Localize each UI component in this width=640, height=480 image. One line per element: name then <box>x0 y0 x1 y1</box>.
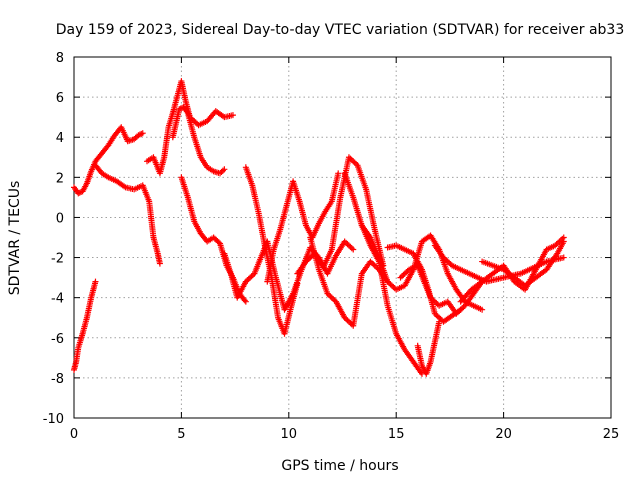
x-tick-label: 20 <box>495 427 512 442</box>
series-trace-l <box>341 170 425 377</box>
axis-ticks <box>73 56 612 419</box>
y-tick-label: 4 <box>56 131 64 146</box>
x-tick-label: 10 <box>281 427 298 442</box>
y-tick-label: 0 <box>56 211 64 226</box>
series-trace-h <box>242 164 301 337</box>
series-trace-i <box>264 170 342 285</box>
data-point <box>242 298 249 305</box>
series-trace-f <box>178 174 249 305</box>
y-tick-label: 2 <box>56 171 64 186</box>
y-axis-label: SDTVAR / TECUs <box>7 181 23 296</box>
series-trace-e <box>169 104 228 177</box>
data-point <box>229 112 236 119</box>
x-tick-label: 15 <box>388 427 405 442</box>
series-trace-j <box>294 154 387 277</box>
y-tick-label: -8 <box>51 372 64 387</box>
data-point <box>104 143 111 150</box>
y-tick-label: -6 <box>51 332 64 347</box>
y-tick-label: -4 <box>51 292 64 307</box>
data-point <box>156 260 163 267</box>
plot-frame <box>73 56 612 419</box>
y-tick-label: 6 <box>56 91 64 106</box>
series-trace-d <box>144 78 236 177</box>
data-point <box>479 306 486 313</box>
chart-title: Day 159 of 2023, Sidereal Day-to-day VTE… <box>56 22 625 38</box>
grid-lines <box>74 57 611 418</box>
series-trace-p <box>414 318 443 377</box>
y-tick-label: -2 <box>51 252 64 267</box>
data-point <box>221 166 228 173</box>
x-tick-label: 5 <box>177 427 185 442</box>
x-axis-label: GPS time / hours <box>281 458 398 474</box>
x-tick-label: 25 <box>603 427 620 442</box>
data-point <box>92 278 99 285</box>
data-point <box>294 280 301 287</box>
data-point <box>560 238 567 245</box>
tick-labels: 0 5 10 15 20 25 -10 -8 -6 -4 -2 0 2 4 6 8 <box>43 51 620 442</box>
data-points <box>71 78 567 377</box>
data-point <box>215 239 222 246</box>
data-point <box>241 297 248 304</box>
data-point <box>560 254 567 261</box>
data-point <box>350 246 357 253</box>
data-point <box>436 318 443 325</box>
y-tick-label: 8 <box>56 51 64 66</box>
data-point <box>139 130 146 137</box>
y-tick-label: -10 <box>43 412 64 427</box>
series-trace-c <box>92 162 163 267</box>
x-tick-label: 0 <box>70 427 78 442</box>
series-trace-s <box>479 238 567 289</box>
series-trace-b <box>71 124 146 197</box>
series-trace-a <box>71 278 99 373</box>
data-point <box>335 170 342 177</box>
